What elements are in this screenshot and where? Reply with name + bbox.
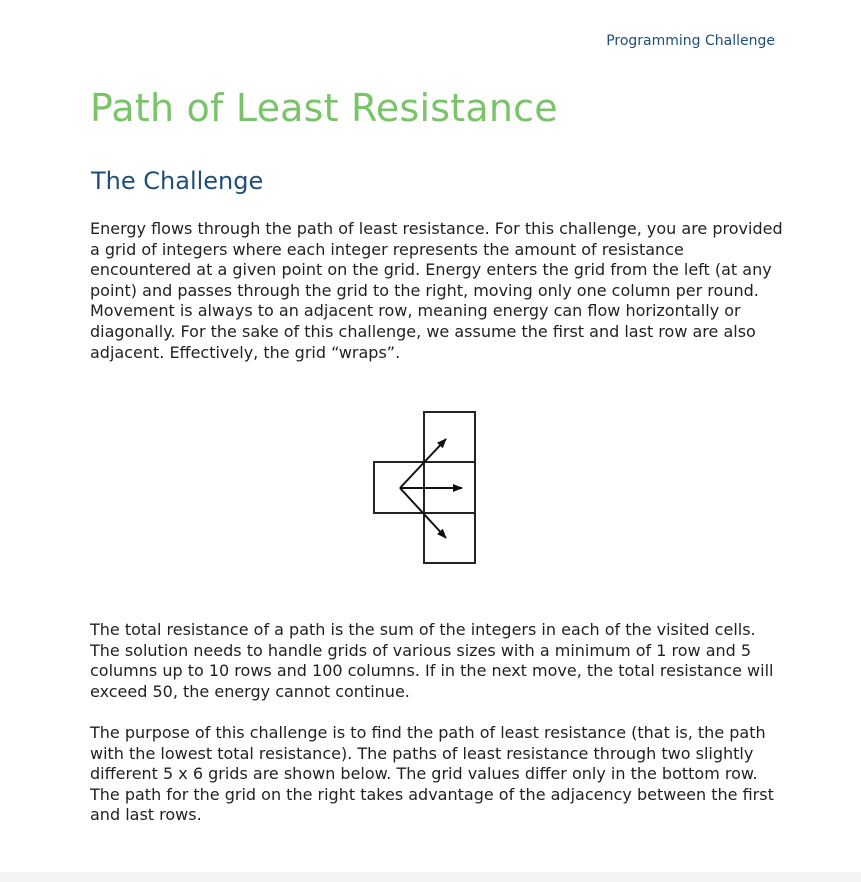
page-bottom-edge: [0, 872, 861, 882]
arrow-diagonal-up: [399, 438, 447, 489]
paragraph-intro: Energy flows through the path of least r…: [90, 219, 783, 362]
grid-cell-bottom-right: [423, 512, 476, 564]
paragraph-total-resistance: The total resistance of a path is the su…: [90, 620, 774, 701]
document-header-label: Programming Challenge: [606, 33, 775, 49]
paragraph-purpose: The purpose of this challenge is to find…: [90, 723, 774, 825]
section-heading: The Challenge: [91, 167, 264, 195]
arrow-diagonal-down: [399, 487, 447, 539]
movement-diagram: [373, 411, 476, 564]
document-title: Path of Least Resistance: [90, 86, 558, 130]
